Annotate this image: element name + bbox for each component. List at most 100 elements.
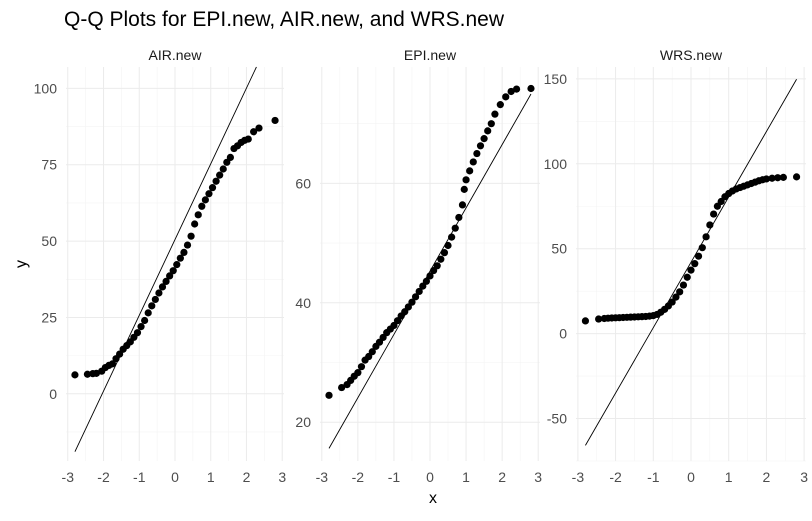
qq-point [476, 142, 485, 150]
qq-point [683, 273, 691, 281]
x-tick-label: -3 [62, 469, 75, 485]
qq-point [244, 135, 252, 143]
qq-point [212, 177, 220, 185]
qq-point [455, 213, 463, 222]
qq-point [792, 173, 801, 181]
qq-point [440, 249, 449, 257]
qq-point [166, 272, 174, 280]
qq-point [219, 165, 227, 173]
x-tick-label: -1 [133, 469, 146, 485]
qq-reference-line [585, 79, 797, 446]
qq-point [191, 220, 199, 228]
qq-point [710, 210, 718, 218]
qq-point [338, 383, 346, 392]
y-tick-label: 0 [559, 326, 567, 342]
qq-point [687, 266, 695, 274]
x-tick-label: 1 [462, 469, 470, 485]
qq-point [458, 201, 467, 209]
qq-point [357, 363, 366, 371]
qq-point [480, 135, 488, 143]
qq-point [176, 254, 184, 262]
panel-air-new: AIR.new -3 -2 -1 0 1 2 3 0 25 50 75 100 [34, 47, 287, 485]
y-tick-label: 25 [41, 309, 57, 325]
qq-point [507, 87, 515, 96]
panel-wrs-new: WRS.new -3 -2 -1 0 1 2 3 -50 0 50 100 150 [544, 47, 809, 485]
qq-point [180, 248, 188, 256]
qq-point [137, 323, 145, 331]
qq-point [216, 171, 224, 179]
qq-point [144, 309, 152, 317]
qq-point [706, 221, 714, 229]
qq-point [779, 173, 787, 181]
qq-point [444, 241, 452, 250]
x-tick-label: -2 [352, 469, 365, 485]
qq-point [226, 153, 234, 162]
x-tick-label: -1 [388, 469, 401, 485]
qq-point [448, 233, 456, 241]
qq-point [460, 185, 468, 193]
qq-point [141, 316, 149, 325]
x-tick-label: 2 [763, 469, 771, 485]
qq-point [595, 315, 603, 323]
y-tick-label: 50 [551, 241, 567, 257]
qq-point [694, 252, 703, 260]
qq-point [691, 260, 699, 268]
qq-reference-line [328, 93, 532, 449]
qq-point [208, 184, 217, 192]
qq-point [433, 262, 441, 270]
x-tick-label: 3 [278, 469, 286, 485]
chart-title: Q-Q Plots for EPI.new, AIR.new, and WRS.… [64, 8, 505, 31]
y-tick-label: -50 [547, 411, 567, 427]
qq-point [148, 302, 156, 310]
y-tick-label: 100 [544, 156, 568, 172]
qq-point [437, 255, 445, 263]
panel-strip-label: EPI.new [404, 47, 457, 63]
x-tick-label: 0 [426, 469, 434, 485]
qq-point [415, 287, 423, 296]
qq-point [108, 360, 117, 368]
panel-strip-label: AIR.new [149, 47, 203, 63]
panel-strip-label: WRS.new [660, 47, 723, 63]
qq-point [201, 196, 209, 204]
x-tick-label: -2 [97, 469, 110, 485]
qq-point [469, 158, 477, 166]
x-tick-label: 2 [243, 469, 251, 485]
y-tick-label: 100 [34, 80, 58, 96]
qq-point [496, 101, 504, 109]
x-tick-label: -3 [316, 469, 329, 485]
x-tick-label: 1 [207, 469, 215, 485]
qq-point [462, 176, 470, 184]
qq-point [162, 277, 170, 286]
qq-point [484, 127, 492, 135]
y-tick-label: 20 [295, 414, 311, 430]
qq-point [408, 298, 416, 306]
qq-point [679, 281, 688, 289]
qq-point [487, 120, 495, 128]
qq-point [325, 391, 333, 399]
qq-point [762, 175, 771, 183]
panel-epi-new: EPI.new -3 -2 -1 0 1 2 3 20 40 60 [295, 47, 542, 485]
x-tick-label: -3 [572, 469, 585, 485]
x-tick-label: -2 [609, 469, 622, 485]
qq-point [250, 128, 258, 136]
qq-point [527, 84, 535, 93]
qq-point [698, 244, 706, 252]
y-tick-label: 75 [41, 157, 57, 173]
qq-point [83, 370, 92, 378]
qq-reference-line [74, 66, 257, 452]
qq-point [255, 124, 263, 132]
x-tick-label: 1 [725, 469, 733, 485]
qq-point [205, 190, 213, 198]
qq-point [271, 116, 279, 125]
qq-point [158, 283, 167, 291]
x-axis-title: x [429, 490, 437, 507]
panels-layer: AIR.new -3 -2 -1 0 1 2 3 0 25 50 75 100 EPI.new -3 -2 -1… [34, 47, 809, 485]
qq-point [581, 317, 590, 325]
y-tick-label: 150 [544, 71, 568, 87]
x-tick-label: 3 [800, 469, 808, 485]
qq-point [702, 233, 710, 241]
y-axis-title: y [13, 260, 30, 268]
qq-point [169, 267, 177, 275]
